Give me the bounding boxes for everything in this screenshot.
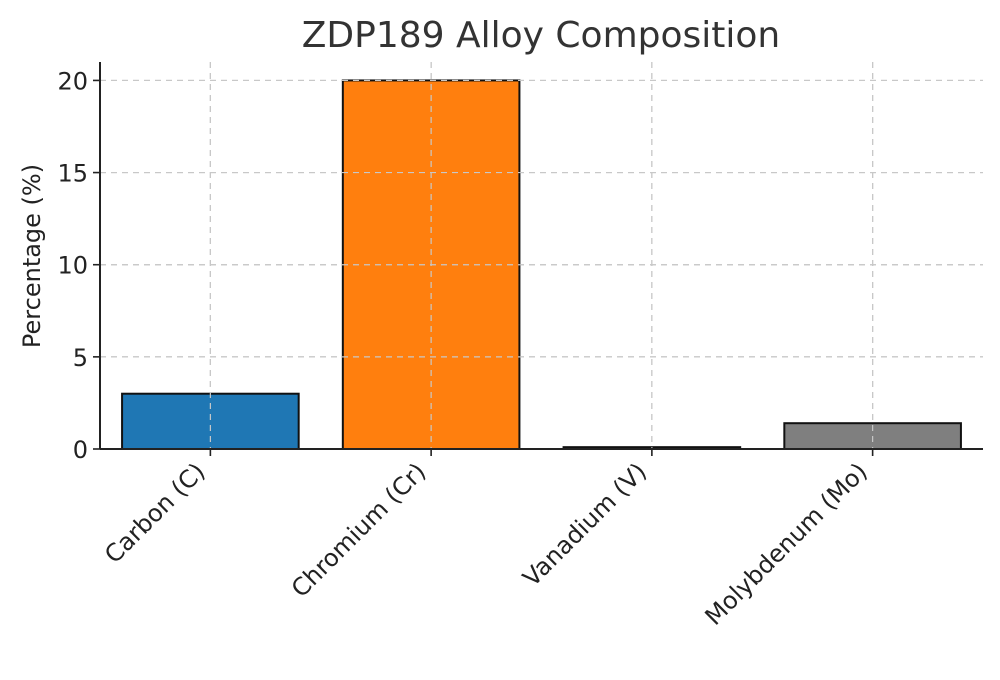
y-tick-label: 5: [73, 344, 88, 372]
y-tick-label: 0: [73, 436, 88, 464]
x-tick-label: Molybdenum (Mo): [700, 457, 873, 630]
x-tick-label: Carbon (C): [99, 457, 210, 568]
grid: [100, 62, 983, 450]
bars: [100, 62, 983, 451]
y-ticks: 0 5 10 15 20: [57, 67, 100, 464]
x-ticks: Carbon (C) Chromium (Cr) Vanadium (V) Molyb…: [99, 449, 874, 631]
x-tick-label: Vanadium (V): [517, 457, 652, 592]
x-tick-label: Chromium (Cr): [286, 457, 431, 602]
y-tick-label: 10: [57, 252, 88, 280]
y-tick-label: 20: [57, 67, 88, 95]
axes: [99, 62, 983, 450]
y-tick-label: 15: [57, 160, 88, 188]
chart-title: ZDP189 Alloy Composition: [302, 15, 780, 56]
y-axis-label: Percentage (%): [18, 164, 46, 348]
